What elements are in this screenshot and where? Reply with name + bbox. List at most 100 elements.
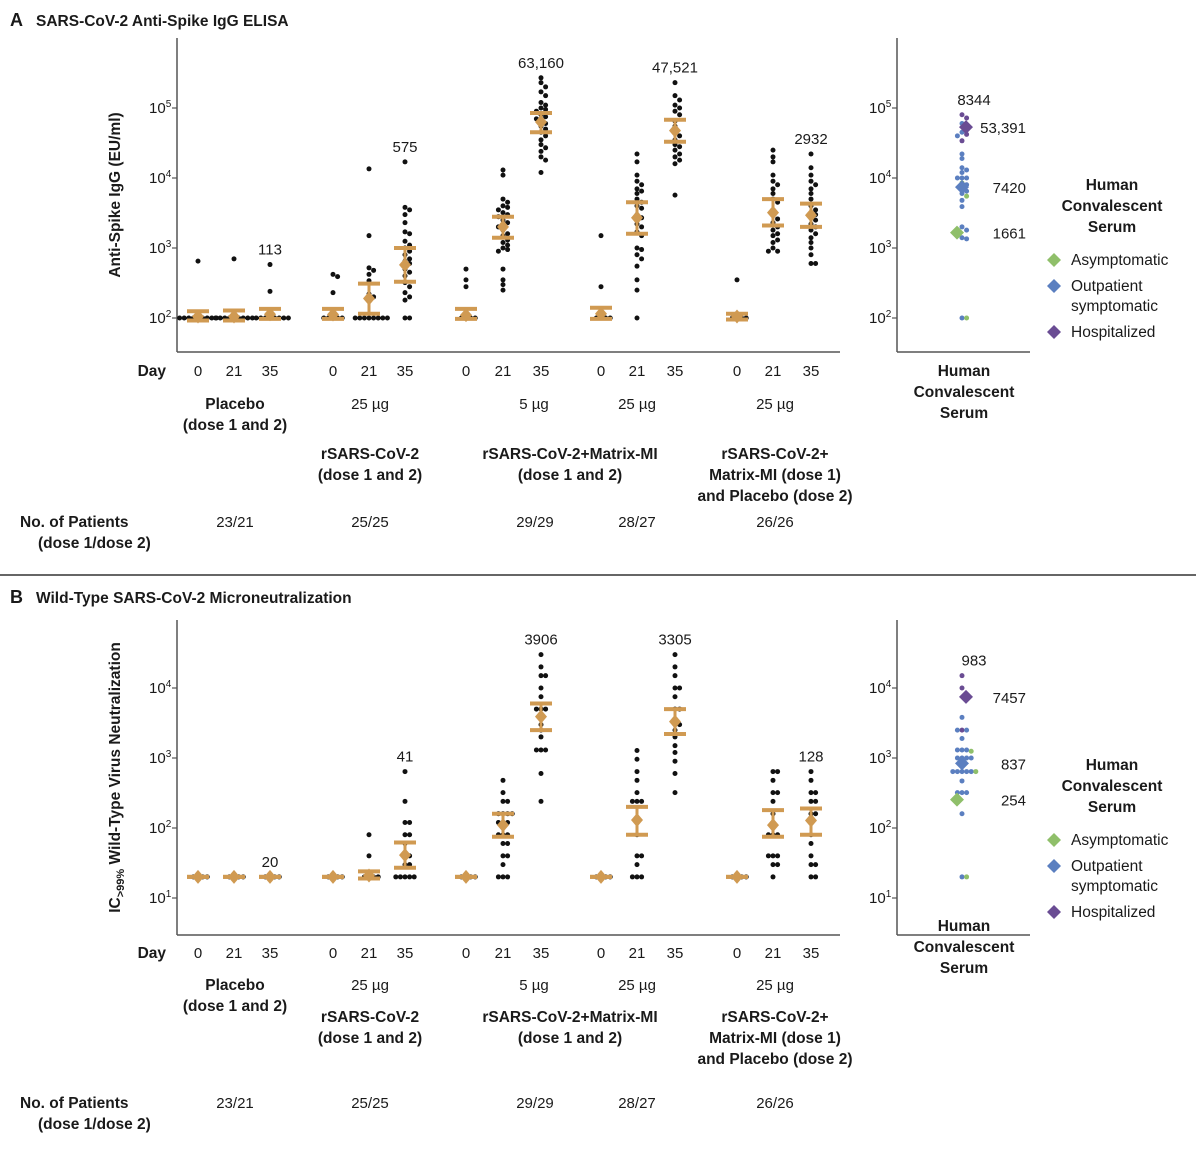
data-point [775,769,781,775]
tick-base: 10 [869,680,886,697]
data-point [500,239,506,245]
data-point [543,84,549,90]
gmt-marker [497,818,509,833]
dose-label: 5 µg [519,977,549,994]
legend-title: Serum [1088,219,1136,236]
patient-count: 29/29 [516,514,554,531]
tick-base: 10 [149,820,166,837]
group-name-line: (dose 1 and 2) [518,467,622,484]
data-point [808,235,814,241]
serum-mean-label: 7457 [993,690,1026,707]
day-tick-label: 0 [597,945,605,962]
group: 0 21 35 3305 25 µg 28/27 [590,632,692,1112]
data-point [639,182,645,188]
group-name-line: Placebo [205,977,264,994]
serum-mean-marker [950,225,964,240]
group-name-line: (dose 1 and 2) [318,1030,422,1047]
legend: Human Convalescent Serum Asymptomatic Outpat… [1047,177,1169,341]
day-column: 0 [590,233,613,380]
data-point [634,151,640,157]
group-name-line: and Placebo (dose 2) [697,488,852,505]
data-point [500,167,506,173]
data-point [765,248,771,254]
data-point [366,832,372,838]
day-column: 0 [322,869,345,962]
day-label: Day [138,945,167,962]
gmt-value-label: 47,521 [652,60,698,77]
tick-base: 10 [149,310,166,327]
serum-point [964,167,970,173]
data-point [402,159,408,165]
serum-point [959,778,965,784]
data-point [770,172,776,178]
data-point [813,261,819,267]
data-point [677,133,683,139]
day-column: 21 [762,769,784,962]
legend-title: Convalescent [1062,198,1163,215]
tick-exponent: 4 [166,169,172,180]
data-point [543,133,549,139]
data-point [231,256,237,262]
tick-exponent: 1 [886,889,892,900]
gmt-marker [595,869,607,884]
group: 0 21 35 47,521 25 µg 28/27 [590,60,698,531]
data-point [543,93,549,99]
data-point [775,790,781,796]
data-point [538,137,544,143]
data-point [500,853,506,859]
day-column: 35 575 [392,139,417,380]
patients-label: No. of Patients [20,514,129,531]
data-point [500,196,506,202]
gmt-marker [228,309,240,324]
data-point [366,271,372,277]
patients-sublabel: (dose 1/dose 2) [38,1116,151,1133]
data-point [538,771,544,777]
data-point [505,242,511,248]
serum-point [973,769,979,775]
serum-mean-label: 7420 [993,180,1026,197]
data-point [808,874,814,880]
data-point [543,102,549,108]
data-point [402,874,408,880]
group: 0 21 35 20 Placebo (dose 1 and 2) 23/21 [183,854,287,1112]
day-column: 21 [626,151,648,380]
data-point [533,706,539,712]
tick-base: 10 [149,680,166,697]
data-point [538,798,544,804]
y-tick-label: 103 [149,239,172,257]
y-tick-label: 104 [149,679,172,697]
day-column: 35 63,160 [518,55,564,380]
data-point [213,315,219,321]
data-point [634,159,640,165]
day-tick-label: 35 [667,363,684,380]
data-point [775,231,781,237]
group: 0 21 35 2932 25 µg rSARS-CoV-2+ Matrix-MI (dos… [697,131,852,531]
data-point [775,853,781,859]
data-point [770,239,776,245]
data-point [543,706,549,712]
legend-title: Human [1086,757,1139,774]
tick-base: 10 [149,100,166,117]
data-point [775,182,781,188]
data-point [500,245,506,251]
data-point [734,277,740,283]
data-point [384,315,390,321]
legend-item-outpatient: Outpatient symptomatic [1047,278,1158,315]
data-point [634,172,640,178]
data-point [538,154,544,160]
data-point [543,747,549,753]
serum-point [964,193,970,199]
data-point [538,105,544,111]
day-tick-label: 35 [262,363,279,380]
data-point [543,107,549,113]
serum-point [950,769,956,775]
group: 0 21 35 113 Placebo (dose 1 and 2) 23/21 [177,242,291,531]
tick-base: 10 [149,240,166,257]
data-point [634,756,640,762]
data-point [634,790,640,796]
group-name-line: and Placebo (dose 2) [697,1051,852,1068]
tick-base: 10 [149,170,166,187]
group-name-line: rSARS-CoV-2+ [721,446,828,463]
data-point [500,172,506,178]
y-tick-label: 105 [869,99,892,117]
